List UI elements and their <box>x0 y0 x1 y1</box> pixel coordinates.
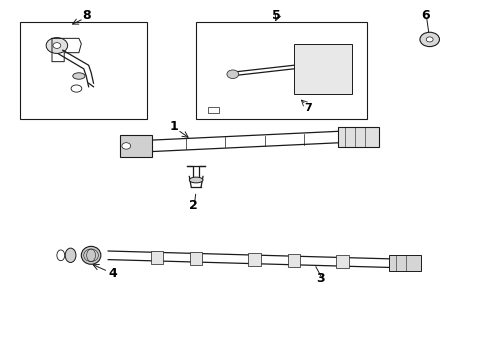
Bar <box>20 22 147 119</box>
Text: 7: 7 <box>305 103 313 113</box>
Ellipse shape <box>65 248 76 262</box>
Text: 6: 6 <box>421 9 430 22</box>
Bar <box>151 251 163 264</box>
Bar <box>248 253 261 266</box>
Circle shape <box>426 37 433 42</box>
Bar <box>208 107 219 113</box>
Bar <box>338 127 379 147</box>
Bar <box>121 135 152 157</box>
Text: 1: 1 <box>170 121 178 134</box>
Bar <box>336 255 349 268</box>
Text: 5: 5 <box>272 9 281 22</box>
Ellipse shape <box>81 246 101 264</box>
Ellipse shape <box>73 73 85 79</box>
Circle shape <box>420 32 440 46</box>
Bar <box>389 255 421 271</box>
Bar <box>288 254 300 267</box>
Circle shape <box>53 42 61 48</box>
Text: 3: 3 <box>317 272 325 285</box>
Ellipse shape <box>57 250 65 261</box>
Bar <box>190 252 202 265</box>
Text: 4: 4 <box>109 267 118 280</box>
Circle shape <box>122 143 131 149</box>
Ellipse shape <box>189 177 203 183</box>
Bar <box>294 44 352 94</box>
Ellipse shape <box>71 85 82 92</box>
Bar <box>196 22 367 119</box>
Text: 8: 8 <box>82 9 91 22</box>
Circle shape <box>46 38 68 53</box>
Text: 2: 2 <box>189 199 198 212</box>
Circle shape <box>227 70 239 78</box>
